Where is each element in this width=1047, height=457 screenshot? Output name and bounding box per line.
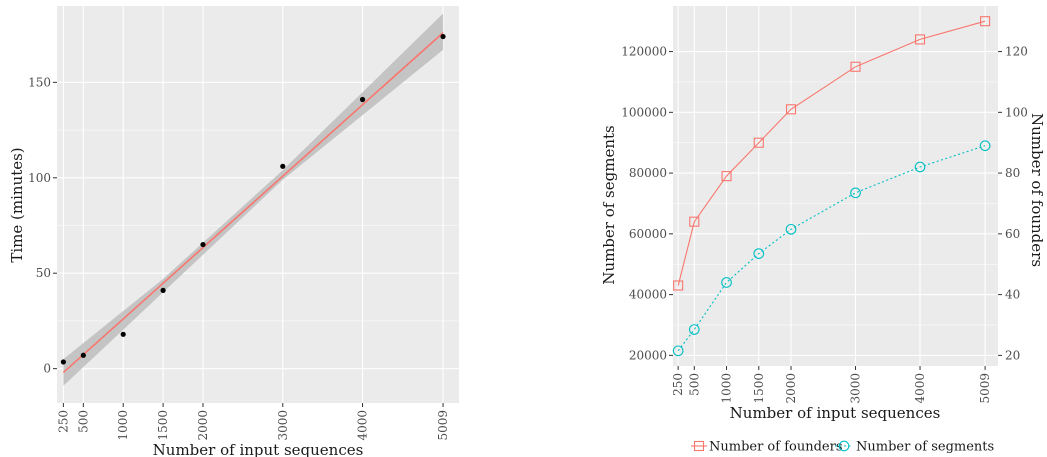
founders-marker <box>785 104 797 115</box>
data-point <box>200 241 206 248</box>
founders-marker <box>850 61 861 72</box>
right-y-tick-label: 20000 <box>629 348 667 362</box>
left-x-tick-label: 500 <box>76 410 90 433</box>
right-gridlines <box>673 6 998 366</box>
data-point <box>440 33 446 40</box>
right-x-tick-label: 2000 <box>784 373 798 404</box>
right-x-axis-title: Number of input sequences <box>730 404 941 422</box>
right-y-tick-label: 80000 <box>629 166 667 180</box>
segments-marker <box>721 277 732 288</box>
right-x-tick-label: 4000 <box>913 373 927 404</box>
left-y-tick-label: 150 <box>28 75 51 89</box>
data-point <box>280 163 286 169</box>
founders-marker <box>914 34 926 45</box>
founders-marker <box>721 171 732 182</box>
legend-founders-marker <box>693 440 705 452</box>
right-x-tick-label: 500 <box>687 373 701 396</box>
data-point <box>160 287 166 293</box>
right-y-tick-label: 120000 <box>621 45 667 59</box>
right-x-tick-label: 250 <box>671 373 685 396</box>
segments-marker <box>672 345 684 357</box>
data-point <box>80 352 86 358</box>
left-y-tick-label: 100 <box>28 171 51 185</box>
founders-marker <box>689 216 700 227</box>
left-y-tick-labels: 0 50 100 150 <box>28 75 57 376</box>
left-x-tick-labels: 250 500 1000 1500 2000 3000 4000 5009 <box>56 403 450 441</box>
legend-founders-label: Number of founders <box>709 440 843 455</box>
data-point <box>359 96 366 103</box>
data-point <box>60 359 66 365</box>
segments-marker <box>753 248 765 259</box>
right-x-tick-label: 5009 <box>978 373 992 404</box>
left-x-tick-label: 2000 <box>196 410 210 441</box>
right-y2-tick-label: 20 <box>1005 348 1020 362</box>
right-y-tick-label: 60000 <box>629 227 667 241</box>
legend: Number of founders Number of segments <box>691 440 994 455</box>
right-left-y-tick-labels: 20000 40000 60000 80000 100000 120000 <box>621 45 673 362</box>
segments-marker <box>785 223 797 235</box>
left-x-tick-label: 4000 <box>356 410 370 441</box>
right-plot-panel <box>673 6 998 366</box>
left-y-axis-title: Time (minutes) <box>8 147 26 262</box>
founders-marker <box>980 16 991 27</box>
left-x-tick-label: 5009 <box>436 410 450 441</box>
fit-line <box>62 32 444 374</box>
right-y-tick-label: 100000 <box>621 105 667 119</box>
right-series <box>672 16 991 357</box>
right-x-tick-label: 3000 <box>849 373 863 404</box>
left-x-tick-label: 1500 <box>156 410 170 441</box>
segments-marker <box>914 161 926 173</box>
right-x-tick-label: 1500 <box>752 373 766 404</box>
founders-marker <box>673 280 684 291</box>
segments-marker <box>688 324 700 335</box>
right-y-axis-title: Number of segments <box>600 125 618 284</box>
founders-marker <box>753 137 764 148</box>
right-y2-tick-label: 40 <box>1005 288 1020 302</box>
right-y2-tick-label: 120 <box>1005 45 1028 59</box>
confidence-band <box>63 13 444 386</box>
left-data-points <box>60 33 446 365</box>
left-chart: 0 50 100 150 250 500 1000 1500 2000 3000 4000 5009… <box>8 6 459 457</box>
left-x-tick-label: 1000 <box>116 410 130 441</box>
legend-segments-marker <box>838 440 850 452</box>
right-y2-tick-label: 100 <box>1005 105 1028 119</box>
right-y2-tick-label: 60 <box>1005 227 1020 241</box>
right-x-tick-labels: 250 500 1000 1500 2000 3000 4000 5009 <box>671 366 992 404</box>
right-y-tick-label: 40000 <box>629 288 667 302</box>
segments-marker <box>850 187 861 199</box>
right-x-tick-label: 1000 <box>720 373 734 404</box>
right-right-y-tick-labels: 20 40 60 80 100 120 <box>998 45 1028 362</box>
left-x-axis-title: Number of input sequences <box>153 441 364 457</box>
right-y2-tick-label: 80 <box>1005 166 1020 180</box>
right-chart: 20000 40000 60000 80000 100000 120000 20 40 60 8… <box>600 6 1046 455</box>
left-x-tick-label: 250 <box>56 410 70 433</box>
left-y-tick-label: 50 <box>36 266 51 280</box>
left-x-tick-label: 3000 <box>276 410 290 441</box>
series-line <box>677 145 986 352</box>
segments-marker <box>979 140 991 152</box>
right-y2-axis-title: Number of founders <box>1028 113 1046 267</box>
series-line <box>677 20 986 286</box>
left-y-tick-label: 0 <box>43 362 51 376</box>
data-point <box>120 331 126 337</box>
legend-segments-label: Number of segments <box>856 440 994 455</box>
